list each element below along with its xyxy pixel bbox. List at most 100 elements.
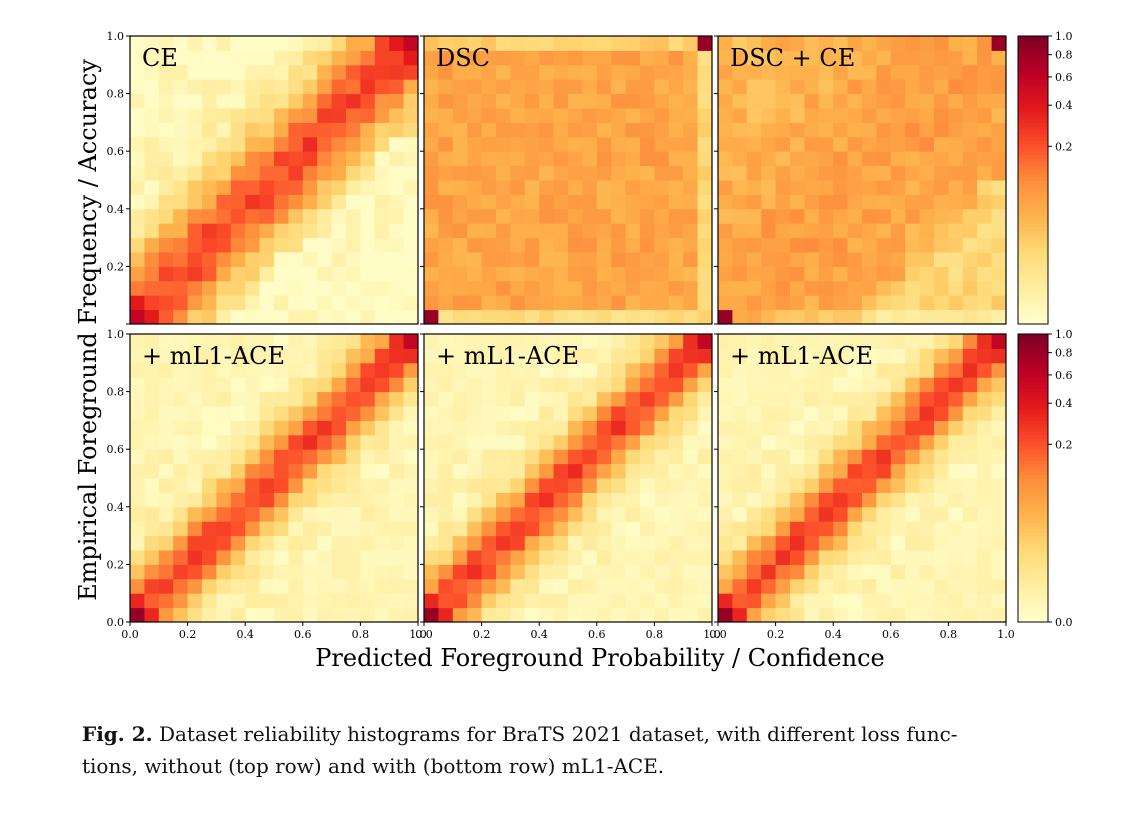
- heatmap-cell: [230, 391, 246, 407]
- heatmap-cell: [732, 223, 748, 239]
- heatmap-cell: [403, 208, 419, 224]
- heatmap-cell: [187, 420, 203, 436]
- colorbar-segment: [1018, 198, 1048, 203]
- heatmap-cell: [360, 506, 376, 522]
- heatmap-cell: [187, 50, 203, 66]
- heatmap-cell: [905, 578, 921, 594]
- heatmap-cell: [718, 36, 733, 51]
- heatmap-cell: [905, 391, 921, 407]
- heatmap-cell: [862, 180, 877, 195]
- heatmap-cell: [582, 151, 598, 167]
- heatmap-cell: [991, 564, 1007, 580]
- heatmap-cell: [746, 64, 762, 80]
- heatmap-cell: [905, 420, 921, 436]
- heatmap-cell: [230, 521, 246, 537]
- heatmap-cell: [790, 295, 805, 311]
- heatmap-cell: [568, 593, 583, 609]
- heatmap-cell: [360, 550, 376, 565]
- heatmap-cell: [775, 151, 791, 167]
- heatmap-cell: [144, 237, 160, 253]
- heatmap-cell: [158, 36, 174, 51]
- heatmap-cell: [568, 449, 583, 465]
- heatmap-cell: [452, 406, 468, 421]
- heatmap-cell: [403, 521, 419, 537]
- heatmap-cell: [732, 252, 748, 267]
- colorbar-segment: [1018, 442, 1048, 447]
- heatmap-cell: [259, 478, 275, 493]
- heatmap-cell: [977, 223, 993, 239]
- heatmap-cell: [948, 108, 964, 123]
- heatmap-cell: [775, 348, 791, 364]
- heatmap-cell: [746, 180, 762, 195]
- heatmap-cell: [790, 377, 805, 393]
- heatmap-cell: [934, 492, 949, 508]
- heatmap-cell: [524, 463, 540, 479]
- heatmap-cell: [732, 463, 748, 479]
- heatmap-cell: [389, 151, 405, 167]
- heatmap-cell: [876, 564, 892, 580]
- heatmap-cell: [582, 377, 598, 393]
- heatmap-cell: [539, 136, 555, 152]
- heatmap-cell: [403, 391, 419, 407]
- heatmap-cell: [230, 266, 246, 282]
- colorbar-segment: [1018, 320, 1048, 325]
- heatmap-cell: [683, 506, 699, 522]
- heatmap-cell: [481, 521, 497, 537]
- heatmap-cell: [288, 295, 304, 311]
- heatmap-cell: [259, 420, 275, 436]
- colorbar-segment: [1018, 226, 1048, 231]
- heatmap-cell: [403, 64, 419, 80]
- heatmap-cell: [596, 295, 612, 311]
- heatmap-cell: [424, 492, 439, 508]
- heatmap-cell: [510, 136, 526, 152]
- heatmap-cell: [346, 309, 361, 325]
- heatmap-cell: [962, 463, 978, 479]
- heatmap-cell: [130, 252, 145, 267]
- heatmap-cell: [173, 280, 189, 296]
- heatmap-cell: [216, 535, 232, 551]
- heatmap-cell: [317, 607, 333, 623]
- heatmap-cell: [654, 348, 670, 364]
- heatmap-cell: [611, 252, 627, 267]
- y-tick-label: 0.2: [107, 558, 125, 571]
- heatmap-cell: [389, 136, 405, 152]
- heatmap-cell: [496, 122, 511, 138]
- heatmap-cell: [862, 593, 877, 609]
- colorbar-segment: [1018, 86, 1048, 91]
- heatmap-cell: [360, 478, 376, 493]
- heatmap-cell: [467, 136, 483, 152]
- heatmap-cell: [539, 64, 555, 80]
- heatmap-cell: [288, 564, 304, 580]
- heatmap-cell: [804, 564, 820, 580]
- heatmap-cell: [403, 535, 419, 551]
- heatmap-cell: [775, 550, 791, 565]
- colorbar-segment: [1018, 241, 1048, 246]
- heatmap-cell: [173, 348, 189, 364]
- heatmap-cell: [775, 223, 791, 239]
- heatmap-cell: [862, 521, 877, 537]
- colorbar-segment: [1018, 68, 1048, 73]
- heatmap-cell: [389, 521, 405, 537]
- heatmap-cell: [467, 478, 483, 493]
- heatmap-cell: [991, 280, 1007, 296]
- heatmap-cell: [389, 434, 405, 450]
- heatmap-cell: [467, 223, 483, 239]
- heatmap-cell: [452, 550, 468, 565]
- heatmap-cell: [683, 223, 699, 239]
- heatmap-cell: [158, 420, 174, 436]
- heatmap-cell: [288, 266, 304, 282]
- colorbar-segment: [1018, 467, 1048, 472]
- heatmap-cell: [452, 348, 468, 364]
- heatmap-cell: [130, 295, 145, 311]
- heatmap-cell: [187, 122, 203, 138]
- heatmap-cell: [977, 180, 993, 195]
- heatmap-cell: [424, 64, 439, 80]
- heatmap-cell: [833, 463, 849, 479]
- heatmap-cell: [403, 578, 419, 594]
- heatmap-cell: [568, 564, 583, 580]
- heatmap-cell: [697, 252, 713, 267]
- heatmap-cell: [697, 449, 713, 465]
- heatmap-cell: [510, 607, 526, 623]
- heatmap-cell: [596, 266, 612, 282]
